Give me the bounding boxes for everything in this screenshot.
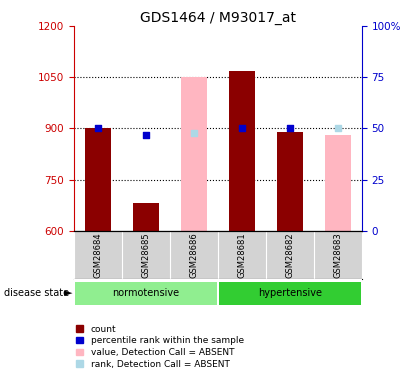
Text: GSM28686: GSM28686 bbox=[189, 232, 199, 278]
Bar bbox=[181, 77, 207, 231]
Point bbox=[191, 129, 197, 135]
Legend: count, percentile rank within the sample, value, Detection Call = ABSENT, rank, : count, percentile rank within the sample… bbox=[74, 323, 245, 370]
Bar bbox=[277, 132, 303, 231]
Point bbox=[335, 125, 341, 132]
Point bbox=[238, 125, 245, 132]
Text: ►: ► bbox=[64, 288, 72, 298]
Bar bbox=[85, 128, 111, 231]
Text: hypertensive: hypertensive bbox=[258, 288, 322, 298]
Bar bbox=[133, 203, 159, 231]
FancyBboxPatch shape bbox=[219, 282, 361, 305]
Text: disease state: disease state bbox=[4, 288, 69, 298]
Point bbox=[143, 132, 149, 138]
Text: GSM28682: GSM28682 bbox=[285, 232, 294, 278]
Text: GSM28681: GSM28681 bbox=[237, 232, 246, 278]
Text: GSM28685: GSM28685 bbox=[141, 232, 150, 278]
Text: normotensive: normotensive bbox=[112, 288, 180, 298]
Point bbox=[95, 125, 101, 132]
Bar bbox=[229, 70, 255, 231]
Title: GDS1464 / M93017_at: GDS1464 / M93017_at bbox=[140, 11, 296, 25]
Bar bbox=[325, 135, 351, 231]
Text: GSM28684: GSM28684 bbox=[93, 232, 102, 278]
FancyBboxPatch shape bbox=[75, 282, 217, 305]
Point bbox=[286, 125, 293, 132]
Text: GSM28683: GSM28683 bbox=[333, 232, 342, 278]
